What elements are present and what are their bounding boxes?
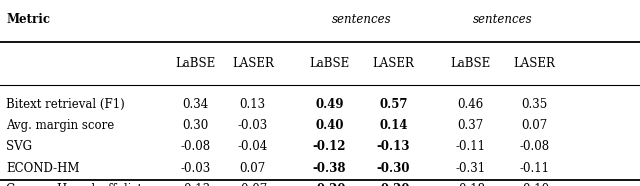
Text: -0.30: -0.30 <box>377 162 410 175</box>
Text: -0.03: -0.03 <box>180 162 211 175</box>
Text: -0.20: -0.20 <box>313 183 346 186</box>
Text: -0.31: -0.31 <box>455 162 486 175</box>
Text: 0.07: 0.07 <box>521 119 548 132</box>
Text: LaBSE: LaBSE <box>175 57 215 70</box>
Text: 0.34: 0.34 <box>182 98 209 111</box>
Text: -0.11: -0.11 <box>520 162 549 175</box>
Text: sentences: sentences <box>332 13 392 26</box>
Text: -0.18: -0.18 <box>456 183 485 186</box>
Text: Avg. margin score: Avg. margin score <box>6 119 115 132</box>
Text: 0.30: 0.30 <box>182 119 209 132</box>
Text: -0.08: -0.08 <box>180 140 211 153</box>
Text: LASER: LASER <box>513 57 556 70</box>
Text: -0.38: -0.38 <box>313 162 346 175</box>
Text: Gromov-Hausdorff dist.: Gromov-Hausdorff dist. <box>6 183 147 186</box>
Text: 0.35: 0.35 <box>521 98 548 111</box>
Text: -0.08: -0.08 <box>519 140 550 153</box>
Text: SVG: SVG <box>6 140 33 153</box>
Text: 0.46: 0.46 <box>457 98 484 111</box>
Text: LaBSE: LaBSE <box>451 57 490 70</box>
Text: -0.13: -0.13 <box>377 140 410 153</box>
Text: LASER: LASER <box>372 57 415 70</box>
Text: Bitext retrieval (F1): Bitext retrieval (F1) <box>6 98 125 111</box>
Text: 0.49: 0.49 <box>316 98 344 111</box>
Text: 0.13: 0.13 <box>240 98 266 111</box>
Text: 0.37: 0.37 <box>457 119 484 132</box>
Text: 0.14: 0.14 <box>380 119 408 132</box>
Text: -0.10: -0.10 <box>519 183 550 186</box>
Text: -0.04: -0.04 <box>237 140 268 153</box>
Text: ECOND-HM: ECOND-HM <box>6 162 80 175</box>
Text: -0.13: -0.13 <box>180 183 211 186</box>
Text: -0.11: -0.11 <box>456 140 485 153</box>
Text: -0.07: -0.07 <box>237 183 268 186</box>
Text: 0.57: 0.57 <box>380 98 408 111</box>
Text: -0.12: -0.12 <box>313 140 346 153</box>
Text: -0.03: -0.03 <box>237 119 268 132</box>
Text: -0.20: -0.20 <box>377 183 410 186</box>
Text: 0.07: 0.07 <box>239 162 266 175</box>
Text: sentences: sentences <box>472 13 532 26</box>
Text: LaBSE: LaBSE <box>310 57 349 70</box>
Text: 0.40: 0.40 <box>316 119 344 132</box>
Text: Metric: Metric <box>6 13 51 26</box>
Text: LASER: LASER <box>232 57 274 70</box>
